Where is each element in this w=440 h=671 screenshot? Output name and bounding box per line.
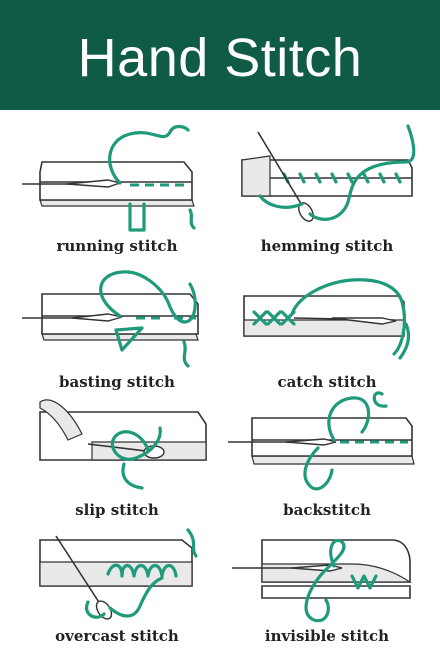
title-banner: Hand Stitch Types — [0, 0, 440, 168]
page-title: Hand Stitch Types — [77, 28, 363, 168]
stitch-label-basting: basting stitch — [59, 373, 175, 391]
stitch-label-running: running stitch — [56, 237, 178, 255]
stitch-card-backstitch: backstitch — [222, 384, 432, 519]
hemming-stitch-illustration — [241, 124, 416, 222]
stitch-label-backstitch: backstitch — [283, 501, 371, 519]
stitch-card-catch: catch stitch — [222, 258, 432, 391]
stitch-card-running: running stitch — [12, 122, 222, 255]
stitch-label-catch: catch stitch — [277, 373, 377, 391]
stitch-card-hemming: hemming stitch — [222, 122, 432, 255]
stitch-label-hemming: hemming stitch — [260, 237, 394, 255]
stitch-card-basting: basting stitch — [12, 258, 222, 391]
invisible-stitch-illustration — [232, 538, 412, 623]
overcast-stitch-illustration — [39, 528, 198, 620]
backstitch-illustration — [228, 391, 415, 491]
catch-stitch-illustration — [243, 278, 411, 360]
stitch-card-slip: slip stitch — [12, 384, 222, 519]
stitch-card-overcast: overcast stitch — [12, 518, 222, 648]
running-stitch-illustration — [22, 124, 196, 232]
stitch-card-invisible: invisible stitch — [222, 518, 432, 648]
slip-stitch-illustration — [39, 399, 207, 490]
basting-stitch-illustration — [22, 270, 199, 368]
stitch-label-slip: slip stitch — [75, 501, 159, 519]
stitch-label-invisible: invisible stitch — [264, 627, 390, 645]
stitch-label-overcast: overcast stitch — [55, 627, 179, 645]
